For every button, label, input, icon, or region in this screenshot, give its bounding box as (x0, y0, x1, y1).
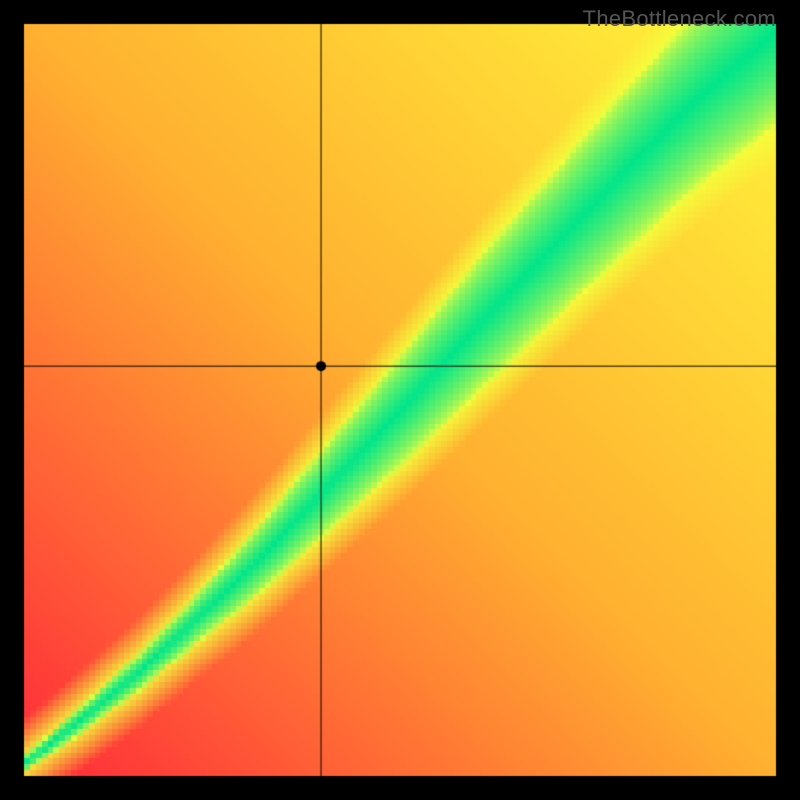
bottleneck-heatmap (0, 0, 800, 800)
chart-container: TheBottleneck.com (0, 0, 800, 800)
watermark-text: TheBottleneck.com (583, 6, 776, 32)
